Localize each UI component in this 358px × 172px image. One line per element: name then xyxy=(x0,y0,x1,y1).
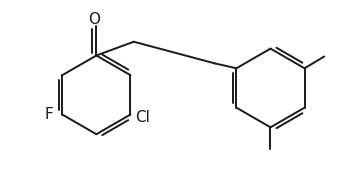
Text: Cl: Cl xyxy=(135,110,150,125)
Text: O: O xyxy=(88,12,100,27)
Text: F: F xyxy=(45,107,53,122)
